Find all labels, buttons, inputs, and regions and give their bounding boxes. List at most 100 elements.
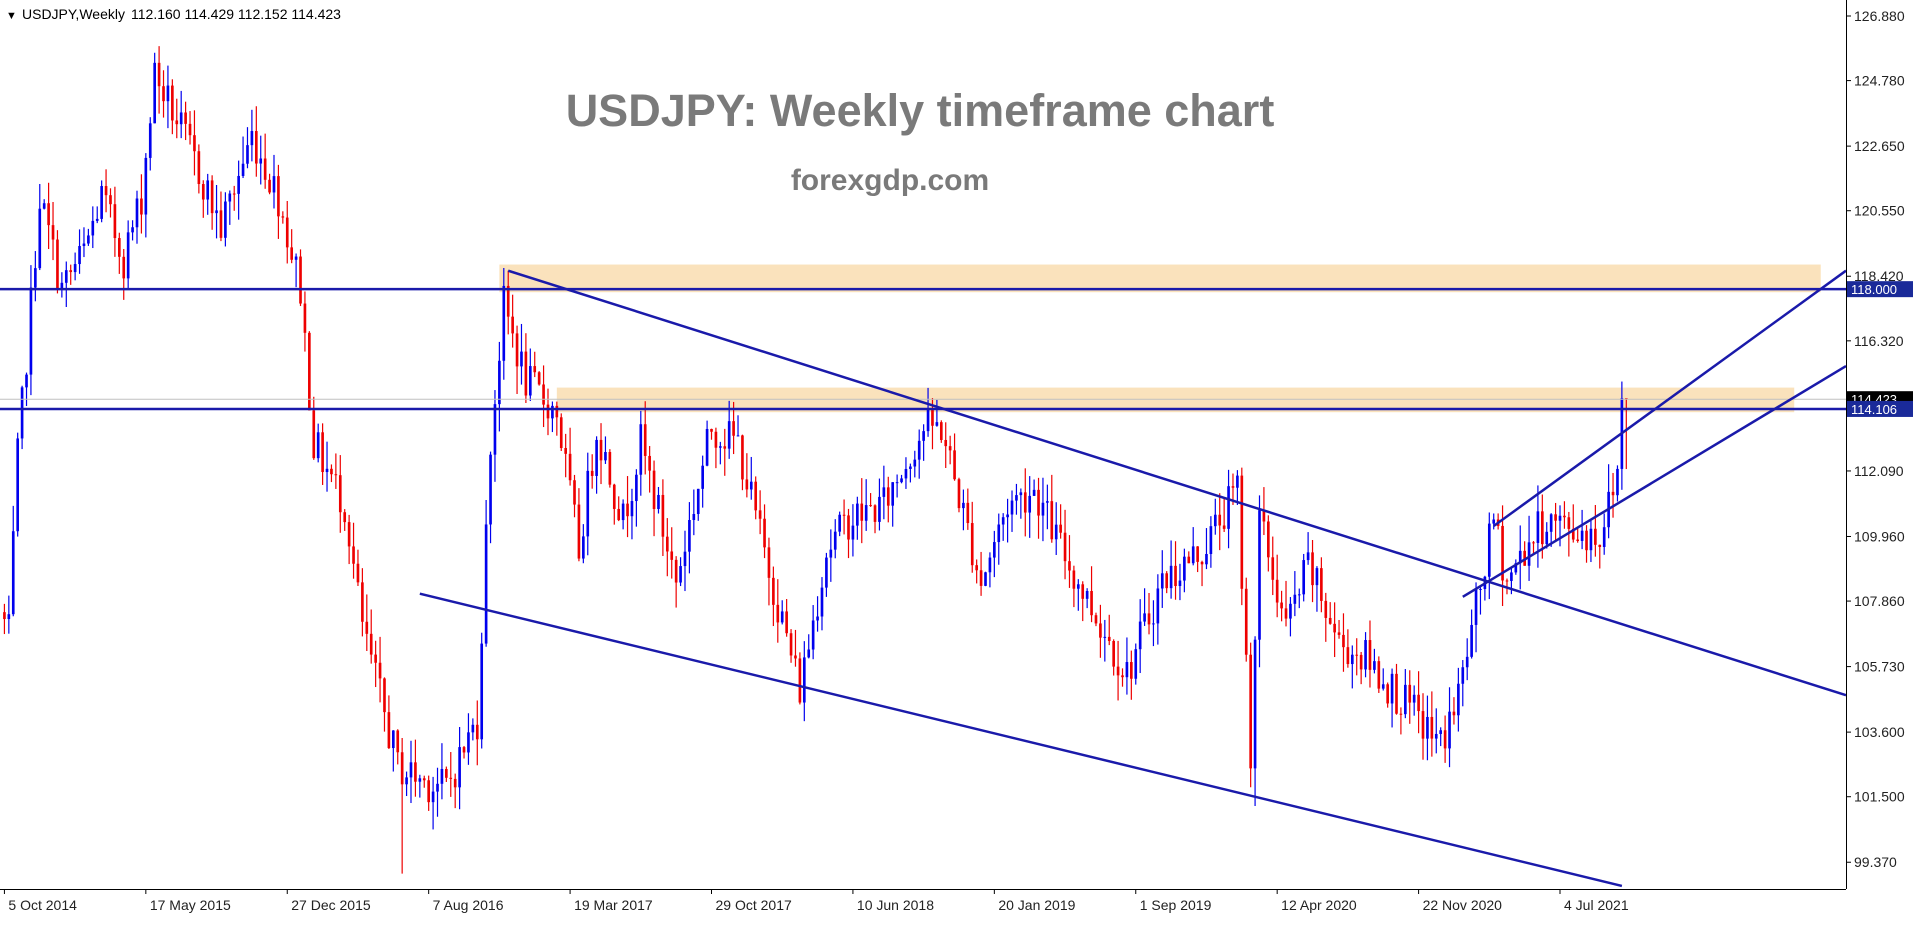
candle <box>467 713 470 765</box>
candle <box>1448 687 1451 768</box>
candle <box>144 153 148 238</box>
candle <box>1381 668 1385 691</box>
candle <box>878 478 881 531</box>
candle <box>1249 642 1252 788</box>
candle <box>1271 536 1275 596</box>
candle <box>1461 660 1465 707</box>
candle <box>1050 474 1054 543</box>
x-tick-label: 1 Sep 2019 <box>1140 897 1212 913</box>
candle <box>891 482 895 527</box>
candle <box>948 435 952 465</box>
candle <box>979 551 983 596</box>
candle <box>1218 493 1222 551</box>
candle <box>1589 520 1593 563</box>
candle <box>453 773 457 809</box>
candle <box>705 420 709 467</box>
candle <box>1430 691 1434 757</box>
x-tick-label: 12 Apr 2020 <box>1281 897 1357 913</box>
candle <box>87 228 90 246</box>
candle <box>1594 505 1597 557</box>
symbol-header[interactable]: ▼ USDJPY,Weekly 112.160 114.429 112.152 … <box>6 6 341 22</box>
candle <box>215 184 218 239</box>
x-tick-label: 10 Jun 2018 <box>857 897 934 913</box>
chart-title: USDJPY: Weekly timeframe chart <box>566 85 1275 136</box>
candle <box>25 372 28 407</box>
candle <box>546 388 550 436</box>
candle <box>405 771 408 797</box>
candle <box>56 230 59 294</box>
candle <box>856 496 859 540</box>
candle <box>1518 525 1522 590</box>
candle <box>60 272 64 298</box>
candle <box>334 453 338 489</box>
y-tick-label: 122.650 <box>1854 138 1905 154</box>
candle <box>1284 580 1288 627</box>
candle <box>224 192 227 247</box>
menu-chevron-icon[interactable]: ▼ <box>6 10 17 22</box>
candle <box>723 428 727 476</box>
candle <box>162 70 165 118</box>
candle <box>78 229 81 274</box>
candle <box>520 323 523 385</box>
candle <box>758 490 762 535</box>
candle <box>126 220 130 289</box>
candle <box>736 415 740 437</box>
candle <box>1103 619 1107 662</box>
candle <box>763 504 766 559</box>
candle <box>1580 509 1584 550</box>
candle <box>29 265 33 396</box>
candle <box>577 488 581 562</box>
trendline-1[interactable] <box>507 269 1847 697</box>
candle <box>776 579 780 643</box>
trendline-4[interactable] <box>1492 269 1847 528</box>
candle <box>1267 515 1270 572</box>
candle <box>1240 467 1244 606</box>
candle <box>64 261 68 308</box>
candle <box>449 752 453 797</box>
y-tick-label: 109.960 <box>1854 528 1905 544</box>
candle <box>1072 565 1076 608</box>
candle <box>458 727 461 810</box>
candle <box>617 496 621 522</box>
candle <box>754 476 758 520</box>
candle <box>1280 590 1283 622</box>
candle <box>785 599 788 637</box>
candle <box>237 160 240 220</box>
candle <box>365 594 369 651</box>
candle <box>1492 513 1496 530</box>
candle <box>1346 629 1350 668</box>
x-tick-label: 5 Oct 2014 <box>8 897 77 913</box>
candle <box>639 410 643 496</box>
candle <box>330 464 333 483</box>
candle <box>582 524 585 564</box>
candle <box>1015 483 1018 515</box>
candle <box>780 600 784 625</box>
candle <box>745 453 749 498</box>
candle <box>652 460 656 537</box>
candle <box>241 136 245 179</box>
candle <box>308 331 311 411</box>
candle <box>281 211 285 224</box>
trendline-2[interactable] <box>419 592 1623 888</box>
candle <box>1408 670 1412 724</box>
candle <box>1178 563 1182 601</box>
candle <box>869 493 872 507</box>
candle <box>586 452 590 556</box>
candle <box>232 185 236 211</box>
candle <box>882 465 886 520</box>
candle <box>1324 592 1328 642</box>
candle <box>714 427 718 469</box>
candle <box>414 739 417 797</box>
candle <box>268 173 271 195</box>
candle <box>197 144 201 194</box>
y-tick-label: 112.090 <box>1854 463 1904 479</box>
candle <box>1616 465 1619 502</box>
trendline-3[interactable] <box>1462 364 1847 598</box>
candle <box>361 568 364 637</box>
y-axis: 126.880 124.780 122.650 120.550 118.420 116.3… <box>1846 8 1905 870</box>
y-tick-label: 120.550 <box>1854 203 1905 219</box>
candle <box>1465 638 1469 681</box>
